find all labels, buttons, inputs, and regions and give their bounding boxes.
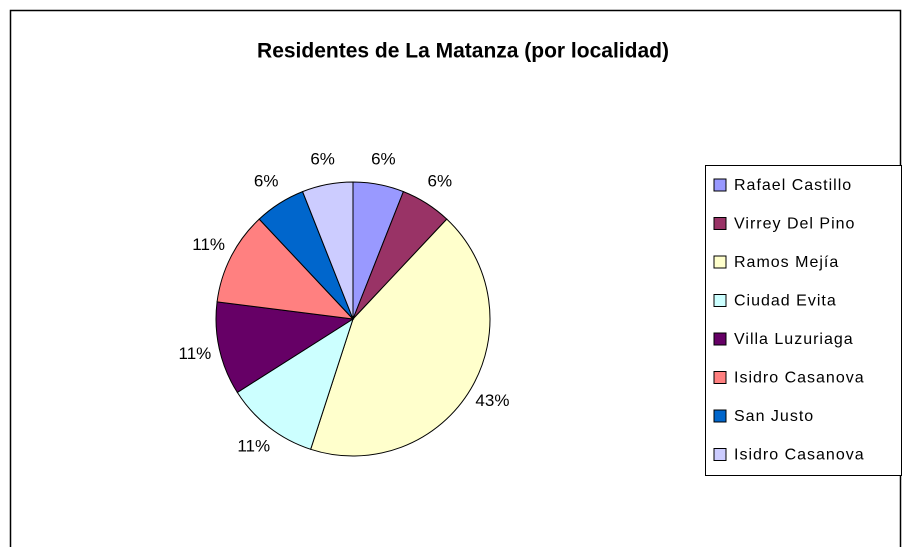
data-label: 6%: [371, 149, 396, 168]
pie-slice: [310, 218, 491, 457]
data-label: 11%: [192, 235, 225, 254]
chart-title: Residentes de La Matanza (por localidad): [257, 40, 669, 63]
data-label: 6%: [428, 172, 453, 191]
legend-swatch: [713, 294, 727, 307]
legend-swatch: [713, 332, 727, 346]
data-label: 6%: [310, 149, 335, 168]
legend-swatch: [713, 409, 727, 423]
data-label: 43%: [475, 391, 509, 410]
data-label: 11%: [237, 436, 270, 455]
legend-label: Ciudad Evita: [734, 293, 837, 310]
legend-label: Isidro Casanova: [734, 447, 865, 464]
data-label: 6%: [254, 172, 279, 191]
legend-box: [705, 165, 902, 476]
legend-swatch: [713, 178, 727, 192]
data-label: 11%: [179, 344, 212, 363]
pie-slice: [236, 317, 354, 450]
legend-swatch: [713, 448, 727, 461]
pie-slice: [216, 218, 355, 320]
legend-label: Rafael Castillo: [734, 177, 852, 194]
pie-slice: [215, 301, 355, 394]
legend-label: San Justo: [734, 408, 814, 425]
legend-label: Villa Luzuriaga: [734, 331, 854, 348]
legend-swatch: [713, 371, 727, 384]
legend-label: Isidro Casanova: [734, 370, 865, 387]
legend-label: Virrey Del Pino: [734, 216, 855, 233]
legend-label: Ramos Mejía: [734, 254, 839, 271]
pie-slice: [301, 181, 354, 320]
legend-swatch: [713, 255, 727, 269]
legend-swatch: [713, 217, 727, 230]
